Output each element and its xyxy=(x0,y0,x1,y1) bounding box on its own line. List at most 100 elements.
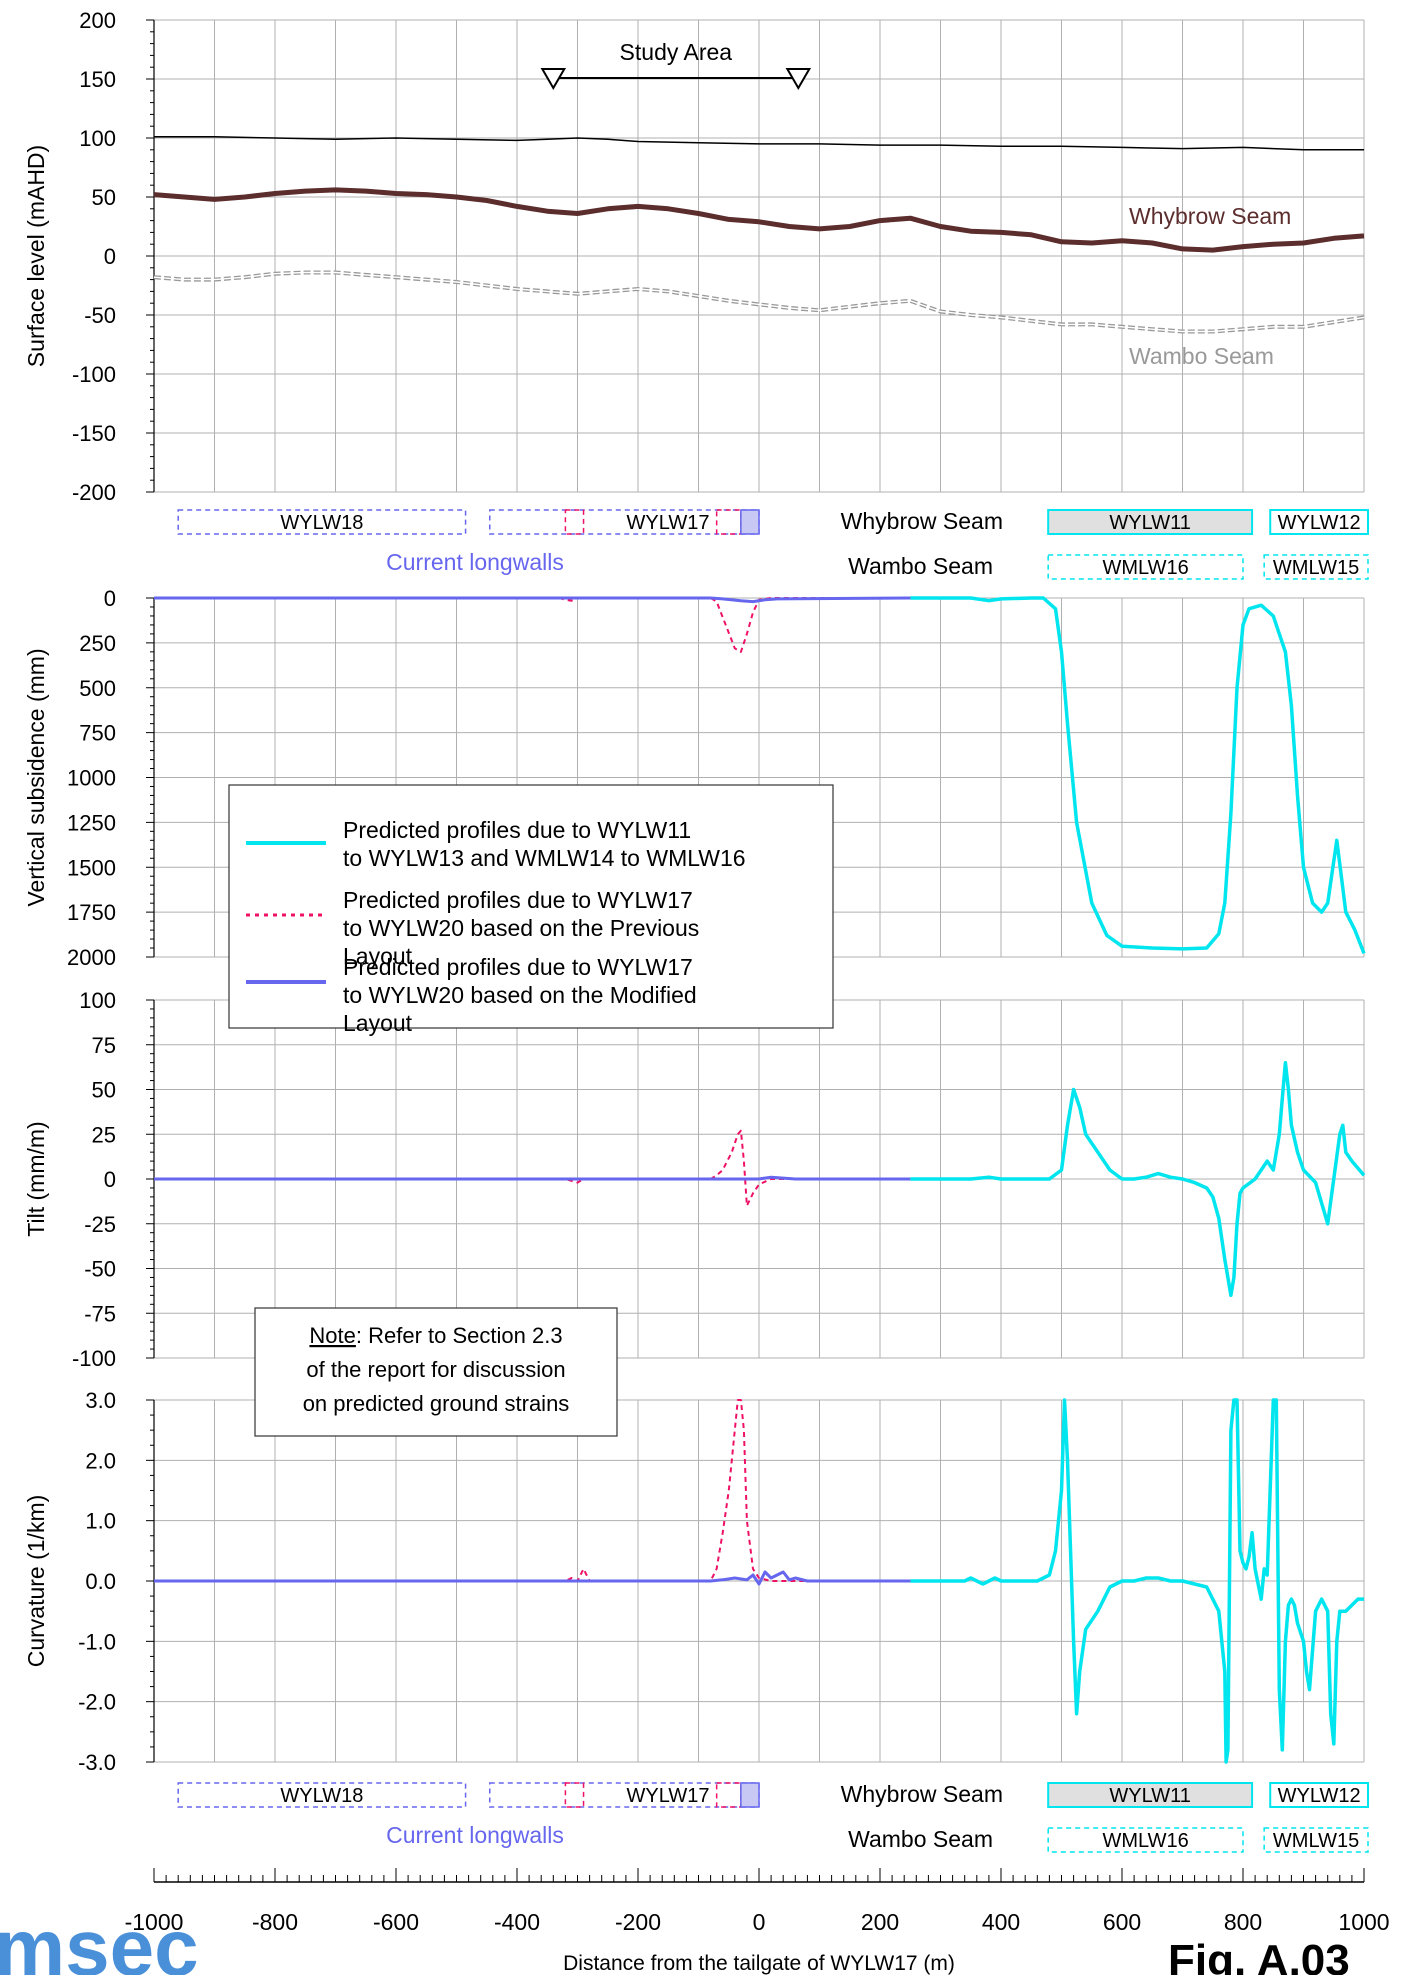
x-tick-label: -400 xyxy=(494,1909,540,1935)
logo-text: msec xyxy=(0,1903,199,1975)
y-tick-label: 3.0 xyxy=(85,1388,116,1413)
whybrow-panel-label: WYLW12 xyxy=(1278,1785,1361,1807)
panel-label: WYLW18 xyxy=(280,1785,363,1807)
y-tick-label: -150 xyxy=(72,421,116,446)
x-tick-label: 1000 xyxy=(1338,1909,1389,1935)
x-tick-label: -1000 xyxy=(125,1909,184,1935)
chart-panel-1: 200 150 100 50 0 -50 -100 -150 -200 Surface level… xyxy=(23,8,1365,505)
whybrow-panel-label: WYLW11 xyxy=(1109,512,1191,534)
y-tick-label: -1.0 xyxy=(78,1629,116,1654)
y-tick-label: 0.0 xyxy=(85,1569,116,1594)
logo: msec xyxy=(0,1903,199,1975)
current-longwalls-label: Current longwalls xyxy=(386,549,564,575)
y-tick-label: 2000 xyxy=(67,945,116,970)
wambo-panel-label: WMLW16 xyxy=(1102,1830,1188,1852)
y-tick-label: -3.0 xyxy=(78,1750,116,1775)
series-cyan-line xyxy=(910,596,1366,955)
previous-layout-outline xyxy=(564,509,585,535)
whybrow-panel xyxy=(1047,1782,1254,1808)
series-surface-line xyxy=(154,136,1364,151)
chart-panel-3: 100 75 50 25 0 -25 -50 -75 -100 Tilt (mm/m) xyxy=(23,988,1366,1371)
panel-label: WYLW18 xyxy=(280,512,363,534)
chart-panel-4: 3.0 2.0 1.0 0.0 -1.0 -2.0 -3.0 Curvature (1/km) xyxy=(23,1388,1365,1775)
y-axis-label: Tilt (mm/m) xyxy=(23,1121,49,1236)
series-cyan-line xyxy=(910,1060,1366,1298)
note-box: Note: Refer to Section 2.3 of the report… xyxy=(254,1307,618,1437)
wambo-panel xyxy=(1263,554,1369,580)
study-area-triangle xyxy=(540,68,567,90)
y-tick-label: 50 xyxy=(92,185,116,210)
whybrow-panel-label: WYLW11 xyxy=(1109,1785,1191,1807)
study-area-triangle xyxy=(785,68,812,90)
y-tick-label: 100 xyxy=(79,126,116,151)
y-tick-label: 0 xyxy=(104,1167,116,1192)
y-tick-label: -25 xyxy=(84,1212,116,1237)
series-blue-line xyxy=(154,1570,911,1586)
y-tick-label: 25 xyxy=(92,1122,116,1147)
wambo-panel-label: WMLW16 xyxy=(1102,557,1188,579)
panel-outline xyxy=(177,1782,467,1808)
longwall-strip-1: WYLW18 WYLW17 WYLW11 WYLW12 WMLW16 WMLW15 Whyb… xyxy=(177,508,1369,580)
wambo-panel-label: WMLW15 xyxy=(1273,1830,1359,1852)
whybrow-panel xyxy=(1047,509,1254,535)
previous-layout-outline xyxy=(715,509,742,535)
longwall-strips: WYLW18 WYLW17 WYLW11 WYLW12 WMLW16 WMLW15 Whyb… xyxy=(177,508,1369,1853)
wambo-seam-label: Wambo Seam xyxy=(848,553,993,579)
y-tick-label: 2.0 xyxy=(85,1448,116,1473)
x-tick-label: 600 xyxy=(1103,1909,1141,1935)
previous-layout-outline xyxy=(564,1782,585,1808)
series-label-whybrow: Whybrow Seam xyxy=(1129,203,1291,229)
y-tick-label: -50 xyxy=(84,303,116,328)
series-blue-line xyxy=(154,1175,911,1181)
y-tick-label: 0 xyxy=(104,244,116,269)
y-axis-label: Vertical subsidence (mm) xyxy=(23,648,49,906)
x-tick-label: -800 xyxy=(252,1909,298,1935)
wambo-panel-label: WMLW15 xyxy=(1273,557,1359,579)
x-tick-label: 0 xyxy=(753,1909,766,1935)
longwall-strip-2: WYLW18 WYLW17 WYLW11 WYLW12 WMLW16 WMLW15 Whyb… xyxy=(177,1781,1369,1853)
y-tick-label: -100 xyxy=(72,1346,116,1371)
note-line-2: of the report for discussion xyxy=(306,1357,565,1382)
whybrow-panel xyxy=(1269,1782,1369,1808)
y-tick-label: 750 xyxy=(79,721,116,746)
series-whybrow-line xyxy=(153,187,1365,253)
x-tick-label: 200 xyxy=(861,1909,899,1935)
y-tick-label: 0 xyxy=(104,586,116,611)
x-tick-label: -200 xyxy=(615,1909,661,1935)
series-blue-line xyxy=(154,596,911,604)
legend-label-pink: Predicted profiles due to WYLW17 to WYLW2… xyxy=(343,887,699,969)
y-axis-label: Surface level (mAHD) xyxy=(23,145,49,367)
figure-label: Fig. A.03 xyxy=(1168,1936,1350,1975)
legend-label-blue: Predicted profiles due to WYLW17 to WYLW2… xyxy=(343,954,697,1036)
panel-outline xyxy=(177,509,467,535)
x-tick-label: -600 xyxy=(373,1909,419,1935)
y-tick-label: -50 xyxy=(84,1257,116,1282)
y-tick-label: 1500 xyxy=(67,855,116,880)
legend-label-cyan: Predicted profiles due to WYLW11 to WYLW1… xyxy=(343,817,746,871)
panel-outline xyxy=(489,1782,760,1808)
previous-layout-outline xyxy=(715,1782,742,1808)
note-line-3: on predicted ground strains xyxy=(303,1391,570,1416)
extracted-block xyxy=(740,1782,760,1808)
panel-label: WYLW17 xyxy=(627,1785,710,1807)
wambo-panel xyxy=(1047,1827,1244,1853)
study-area-label: Study Area xyxy=(620,39,733,65)
panel-outline xyxy=(489,509,760,535)
y-tick-label: 250 xyxy=(79,631,116,656)
study-area-marker: Study Area xyxy=(540,39,812,90)
whybrow-seam-label: Whybrow Seam xyxy=(841,508,1003,534)
whybrow-panel-label: WYLW12 xyxy=(1278,512,1361,534)
y-tick-label: 1000 xyxy=(67,766,116,791)
y-tick-label: 1750 xyxy=(67,900,116,925)
series-pink-line xyxy=(154,597,911,653)
wambo-panel xyxy=(1047,554,1244,580)
series-label-wambo: Wambo Seam xyxy=(1129,343,1274,369)
y-tick-label: 1250 xyxy=(67,810,116,835)
x-tick-label: 400 xyxy=(982,1909,1020,1935)
y-tick-label: -2.0 xyxy=(78,1690,116,1715)
y-tick-label: 100 xyxy=(79,988,116,1013)
x-tick-label: 800 xyxy=(1224,1909,1262,1935)
y-tick-label: 1.0 xyxy=(85,1509,116,1534)
y-tick-label: 150 xyxy=(79,67,116,92)
